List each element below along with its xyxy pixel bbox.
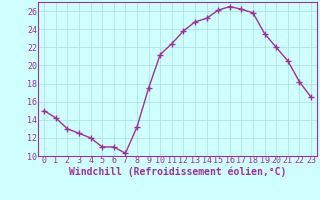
X-axis label: Windchill (Refroidissement éolien,°C): Windchill (Refroidissement éolien,°C) <box>69 166 286 177</box>
